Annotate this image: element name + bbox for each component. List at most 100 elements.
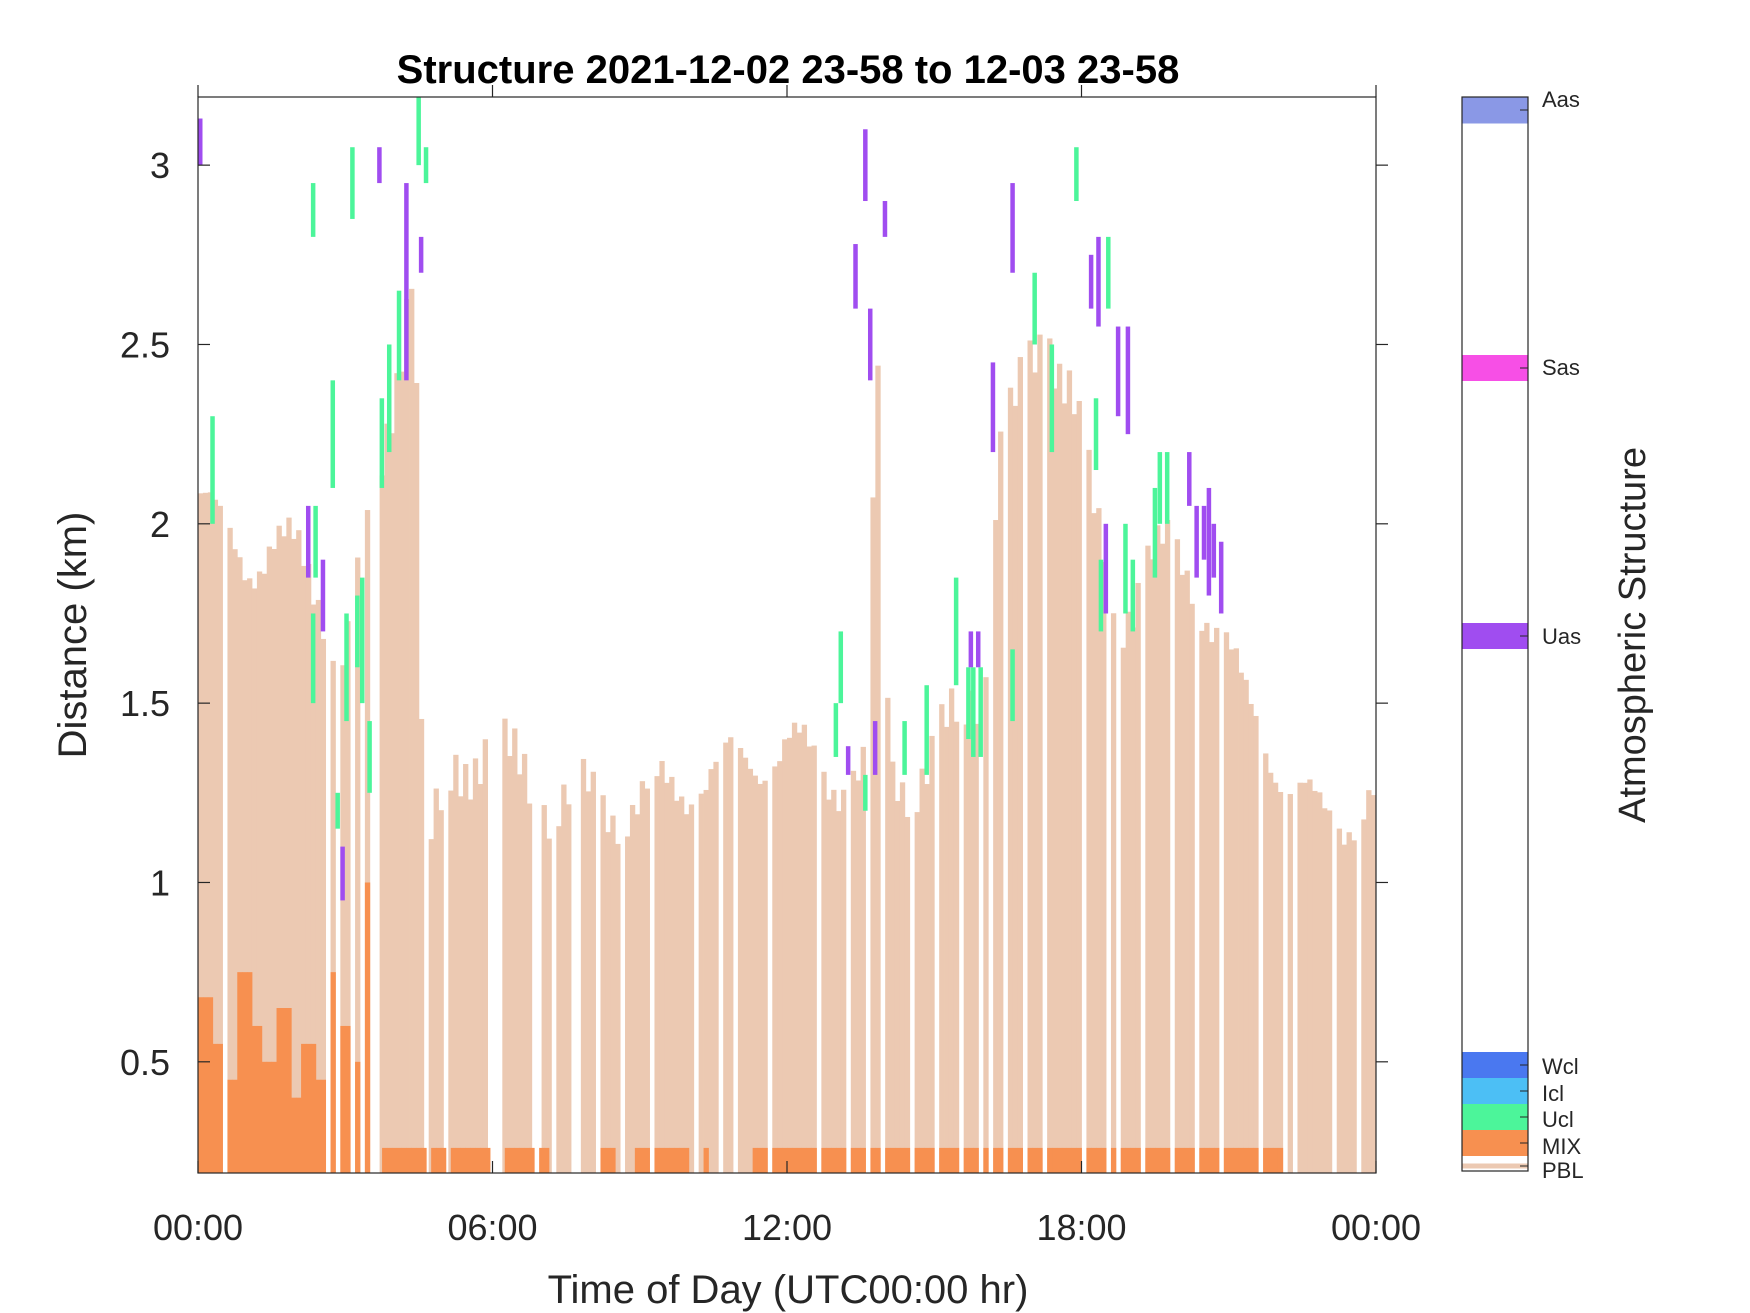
pbl-bar <box>1120 647 1127 1173</box>
mix-bar <box>639 1147 646 1173</box>
uas-segment <box>320 559 326 632</box>
pbl-bar <box>890 761 896 1173</box>
mix-bar <box>1164 1147 1171 1173</box>
uas-segment <box>377 147 382 184</box>
mix-bar <box>544 1147 550 1173</box>
mix-bar <box>919 1147 925 1173</box>
pbl-bar <box>1223 632 1230 1173</box>
mix-bar <box>524 1147 530 1173</box>
pbl-bar <box>1091 513 1097 1173</box>
mix-bar <box>480 1147 486 1173</box>
pbl-bar <box>261 573 268 1173</box>
mix-bar <box>330 972 336 1173</box>
pbl-bar <box>566 804 572 1173</box>
pbl-bar <box>1272 782 1279 1173</box>
pbl-bar <box>251 588 258 1173</box>
colorbar-label: Aas <box>1542 87 1580 112</box>
ucl-segment <box>833 703 839 757</box>
uas-segment <box>1010 183 1015 273</box>
pbl-bar <box>772 766 778 1173</box>
mix-bar <box>914 1147 920 1173</box>
pbl-bar <box>1032 372 1038 1173</box>
pbl-bar <box>963 724 970 1173</box>
mix-bar <box>455 1147 461 1173</box>
x-tick-label: 00:00 <box>1331 1207 1421 1248</box>
mix-bar <box>870 1147 876 1173</box>
mix-bar <box>796 1147 803 1173</box>
mix-bar <box>386 1147 393 1173</box>
pbl-bar <box>448 790 454 1173</box>
ucl-segment <box>838 631 844 704</box>
pbl-bar <box>924 784 930 1173</box>
mix-bar <box>654 1147 660 1173</box>
mix-bar <box>679 1147 685 1173</box>
pbl-bar <box>389 433 395 1174</box>
mix-bar <box>401 1147 408 1173</box>
ucl-segment <box>313 505 318 578</box>
y-tick-label: 2.5 <box>120 324 170 365</box>
pbl-bar <box>968 690 974 1173</box>
uas-segment <box>1206 487 1212 596</box>
mix-bar <box>885 1147 891 1173</box>
pbl-bar <box>394 373 400 1173</box>
mix-bar <box>514 1147 520 1173</box>
mix-bar <box>894 1147 901 1173</box>
mix-bar <box>1233 1147 1239 1173</box>
mix-bar <box>821 1147 827 1173</box>
mix-bar <box>968 1147 974 1173</box>
pbl-bar <box>546 838 552 1173</box>
pbl-bar <box>1007 387 1014 1173</box>
ucl-segment <box>350 147 355 219</box>
pbl-bar <box>242 580 248 1173</box>
pbl-bar <box>1209 642 1215 1173</box>
mix-bar <box>256 1025 263 1173</box>
mix-bar <box>207 997 214 1173</box>
pbl-bar <box>840 789 847 1173</box>
mix-bar <box>806 1147 812 1173</box>
pbl-bar <box>747 768 754 1173</box>
mix-bar <box>261 1061 268 1173</box>
pbl-bar <box>1150 559 1156 1173</box>
pbl-bar <box>409 288 415 1173</box>
mix-bar <box>291 1097 297 1173</box>
y-axis-tick-labels: 0.5 1 1.5 2 2.5 3 <box>120 145 170 1083</box>
mix-bar <box>1268 1147 1274 1173</box>
mix-bar <box>703 1147 709 1173</box>
pbl-bar <box>418 718 425 1173</box>
pbl-bar <box>526 803 533 1173</box>
y-tick-label: 0.5 <box>120 1042 170 1083</box>
pbl-bar <box>904 816 911 1173</box>
y-tick-label: 1 <box>150 862 170 903</box>
x-axis-label: Time of Day (UTC00:00 hr) <box>548 1268 1029 1312</box>
colorbar-label: Sas <box>1542 355 1580 380</box>
uas-segment <box>1125 326 1131 435</box>
mix-bar <box>948 1147 955 1173</box>
mix-bar <box>757 1147 763 1173</box>
mix-bar <box>993 1147 999 1173</box>
mix-bar <box>890 1147 896 1173</box>
mix-bar <box>251 1025 258 1173</box>
pbl-bar <box>502 718 508 1173</box>
ucl-segment <box>924 685 929 775</box>
pbl-bar <box>939 704 945 1173</box>
uas-segment <box>1194 505 1199 578</box>
colorbar-label: Ucl <box>1542 1107 1574 1132</box>
mix-bar <box>1110 1147 1117 1173</box>
x-tick-label: 06:00 <box>447 1207 537 1248</box>
ucl-segment <box>863 774 868 811</box>
mix-bar <box>610 1147 616 1173</box>
pbl-bar <box>1179 574 1185 1173</box>
pbl-bar <box>364 510 371 1173</box>
uas-segment <box>1201 505 1207 560</box>
mix-bar <box>1056 1147 1063 1173</box>
chart-title: Structure 2021-12-02 23-58 to 12-03 23-5… <box>397 48 1180 92</box>
colorbar-swatch <box>1462 1052 1528 1078</box>
mix-bar <box>411 1147 417 1173</box>
pbl-bar <box>512 728 518 1173</box>
pbl-bar <box>1302 782 1308 1173</box>
pbl-bar <box>561 784 567 1173</box>
pbl-bar <box>644 788 650 1173</box>
pbl-bar <box>1174 539 1181 1173</box>
mix-bar <box>1091 1147 1097 1173</box>
